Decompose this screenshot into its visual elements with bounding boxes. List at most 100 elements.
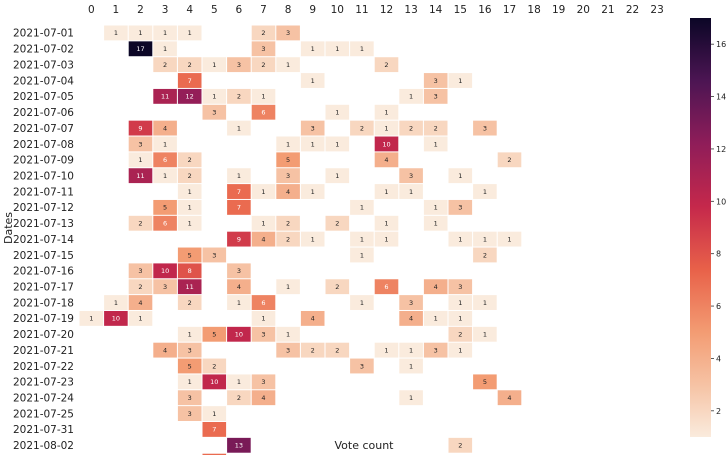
x-tick-label: 10: [331, 4, 344, 16]
heatmap-cell: [448, 295, 473, 310]
cell-value-label: 2: [483, 251, 487, 259]
cell-value-label: 2: [261, 29, 265, 37]
heatmap-cell: [374, 120, 399, 136]
heatmap-cell: [128, 279, 153, 295]
heatmap-cell: [473, 231, 497, 247]
heatmap-cell: [423, 342, 448, 358]
heatmap-cell: [153, 120, 177, 136]
cell-value-label: 4: [409, 315, 413, 323]
heatmap-cell: [227, 295, 251, 310]
heatmap-cell: [374, 184, 399, 199]
heatmap-cell: [497, 390, 522, 406]
heatmap-cell: [325, 104, 350, 120]
heatmap-cell: [251, 88, 276, 104]
heatmap-cell: [177, 263, 202, 279]
heatmap-cell: [325, 279, 350, 295]
heatmap-cell: [276, 168, 300, 184]
heatmap-cell: [399, 168, 423, 184]
heatmap-cell: [177, 326, 202, 342]
cell-value-label: 1: [360, 235, 364, 243]
x-tick-label: 21: [601, 4, 614, 16]
cell-value-label: 1: [434, 204, 438, 212]
x-tick-label: 1: [113, 4, 120, 16]
heatmap-cell: [251, 104, 276, 120]
cell-value-label: 1: [483, 188, 487, 196]
cell-value-label: 1: [384, 235, 388, 243]
cell-value-label: 1: [434, 220, 438, 228]
colorbar-tick-label: 4: [716, 354, 721, 363]
heatmap-cell: [227, 88, 251, 104]
y-tick-label: 2021-07-05: [13, 91, 74, 103]
cell-value-label: 2: [188, 61, 192, 69]
heatmap-cell: [251, 25, 276, 41]
heatmap-cell: [325, 41, 350, 57]
cell-value-label: 3: [409, 172, 413, 180]
y-tick-label: 2021-07-02: [13, 44, 74, 56]
y-tick-label: 2021-07-19: [13, 313, 74, 325]
cell-value-label: 4: [507, 394, 511, 402]
cell-value-label: 17: [136, 45, 144, 53]
heatmap-cell: [153, 41, 177, 57]
heatmap-cell: [128, 263, 153, 279]
cell-value-label: 1: [89, 315, 93, 323]
cell-value-label: 6: [163, 156, 167, 164]
heatmap-cell: [227, 390, 251, 406]
cell-value-label: 1: [311, 188, 315, 196]
heatmap-cell: [153, 136, 177, 152]
x-tick-label: 5: [211, 4, 218, 16]
heatmap-cell: [177, 406, 202, 421]
y-tick-label: 2021-07-06: [13, 107, 74, 119]
cell-value-label: 4: [138, 299, 142, 307]
colorbar-tick-label: 10: [716, 197, 726, 206]
cell-value-label: 7: [188, 77, 192, 85]
heatmap-cell: [300, 41, 325, 57]
heatmap-cell: [128, 136, 153, 152]
cell-value-label: 3: [409, 299, 413, 307]
cell-value-label: 1: [458, 77, 462, 85]
heatmap-cell: [128, 25, 153, 41]
cell-value-label: 6: [261, 109, 265, 117]
x-tick-label: 6: [236, 4, 243, 16]
heatmap-cell: [177, 25, 202, 41]
cell-value-label: 3: [188, 410, 192, 418]
x-tick-label: 20: [577, 4, 590, 16]
heatmap-cell: [251, 184, 276, 199]
heatmap-cell: [128, 215, 153, 231]
cell-value-label: 4: [237, 283, 241, 291]
cell-value-label: 2: [507, 156, 511, 164]
y-tick-label: 2021-07-11: [13, 186, 74, 198]
cell-value-label: 10: [382, 140, 390, 148]
cell-value-label: 2: [458, 331, 462, 339]
heatmap-cell: [399, 310, 423, 326]
cell-value-label: 1: [261, 93, 265, 101]
cell-value-label: 1: [114, 29, 118, 37]
cell-value-label: 1: [188, 204, 192, 212]
heatmap-cell: [227, 437, 251, 453]
heatmap-cell: [227, 231, 251, 247]
cell-value-label: 1: [138, 156, 142, 164]
cell-value-label: 1: [188, 331, 192, 339]
heatmap-cell: [374, 104, 399, 120]
cell-value-label: 4: [434, 283, 438, 291]
cell-value-label: 1: [384, 346, 388, 354]
heatmap-cell: [399, 295, 423, 310]
cell-value-label: 1: [286, 140, 290, 148]
heatmap-cell: [227, 263, 251, 279]
cell-value-label: 5: [163, 204, 167, 212]
y-tick-label: 2021-07-18: [13, 297, 74, 309]
cell-value-label: 1: [188, 378, 192, 386]
cell-value-label: 1: [138, 315, 142, 323]
cell-value-label: 2: [286, 235, 290, 243]
cell-value-label: 1: [286, 283, 290, 291]
cell-value-label: 2: [261, 61, 265, 69]
heatmap-cell: [104, 310, 128, 326]
heatmap-cell: [128, 41, 153, 57]
cell-value-label: 1: [311, 45, 315, 53]
x-tick-label: 17: [503, 4, 516, 16]
cell-value-label: 1: [237, 299, 241, 307]
cell-value-label: 3: [212, 109, 216, 117]
heatmap-cell: [177, 247, 202, 263]
cell-value-label: 1: [188, 220, 192, 228]
heatmap-cell: [177, 358, 202, 374]
heatmap-cell: [350, 358, 374, 374]
